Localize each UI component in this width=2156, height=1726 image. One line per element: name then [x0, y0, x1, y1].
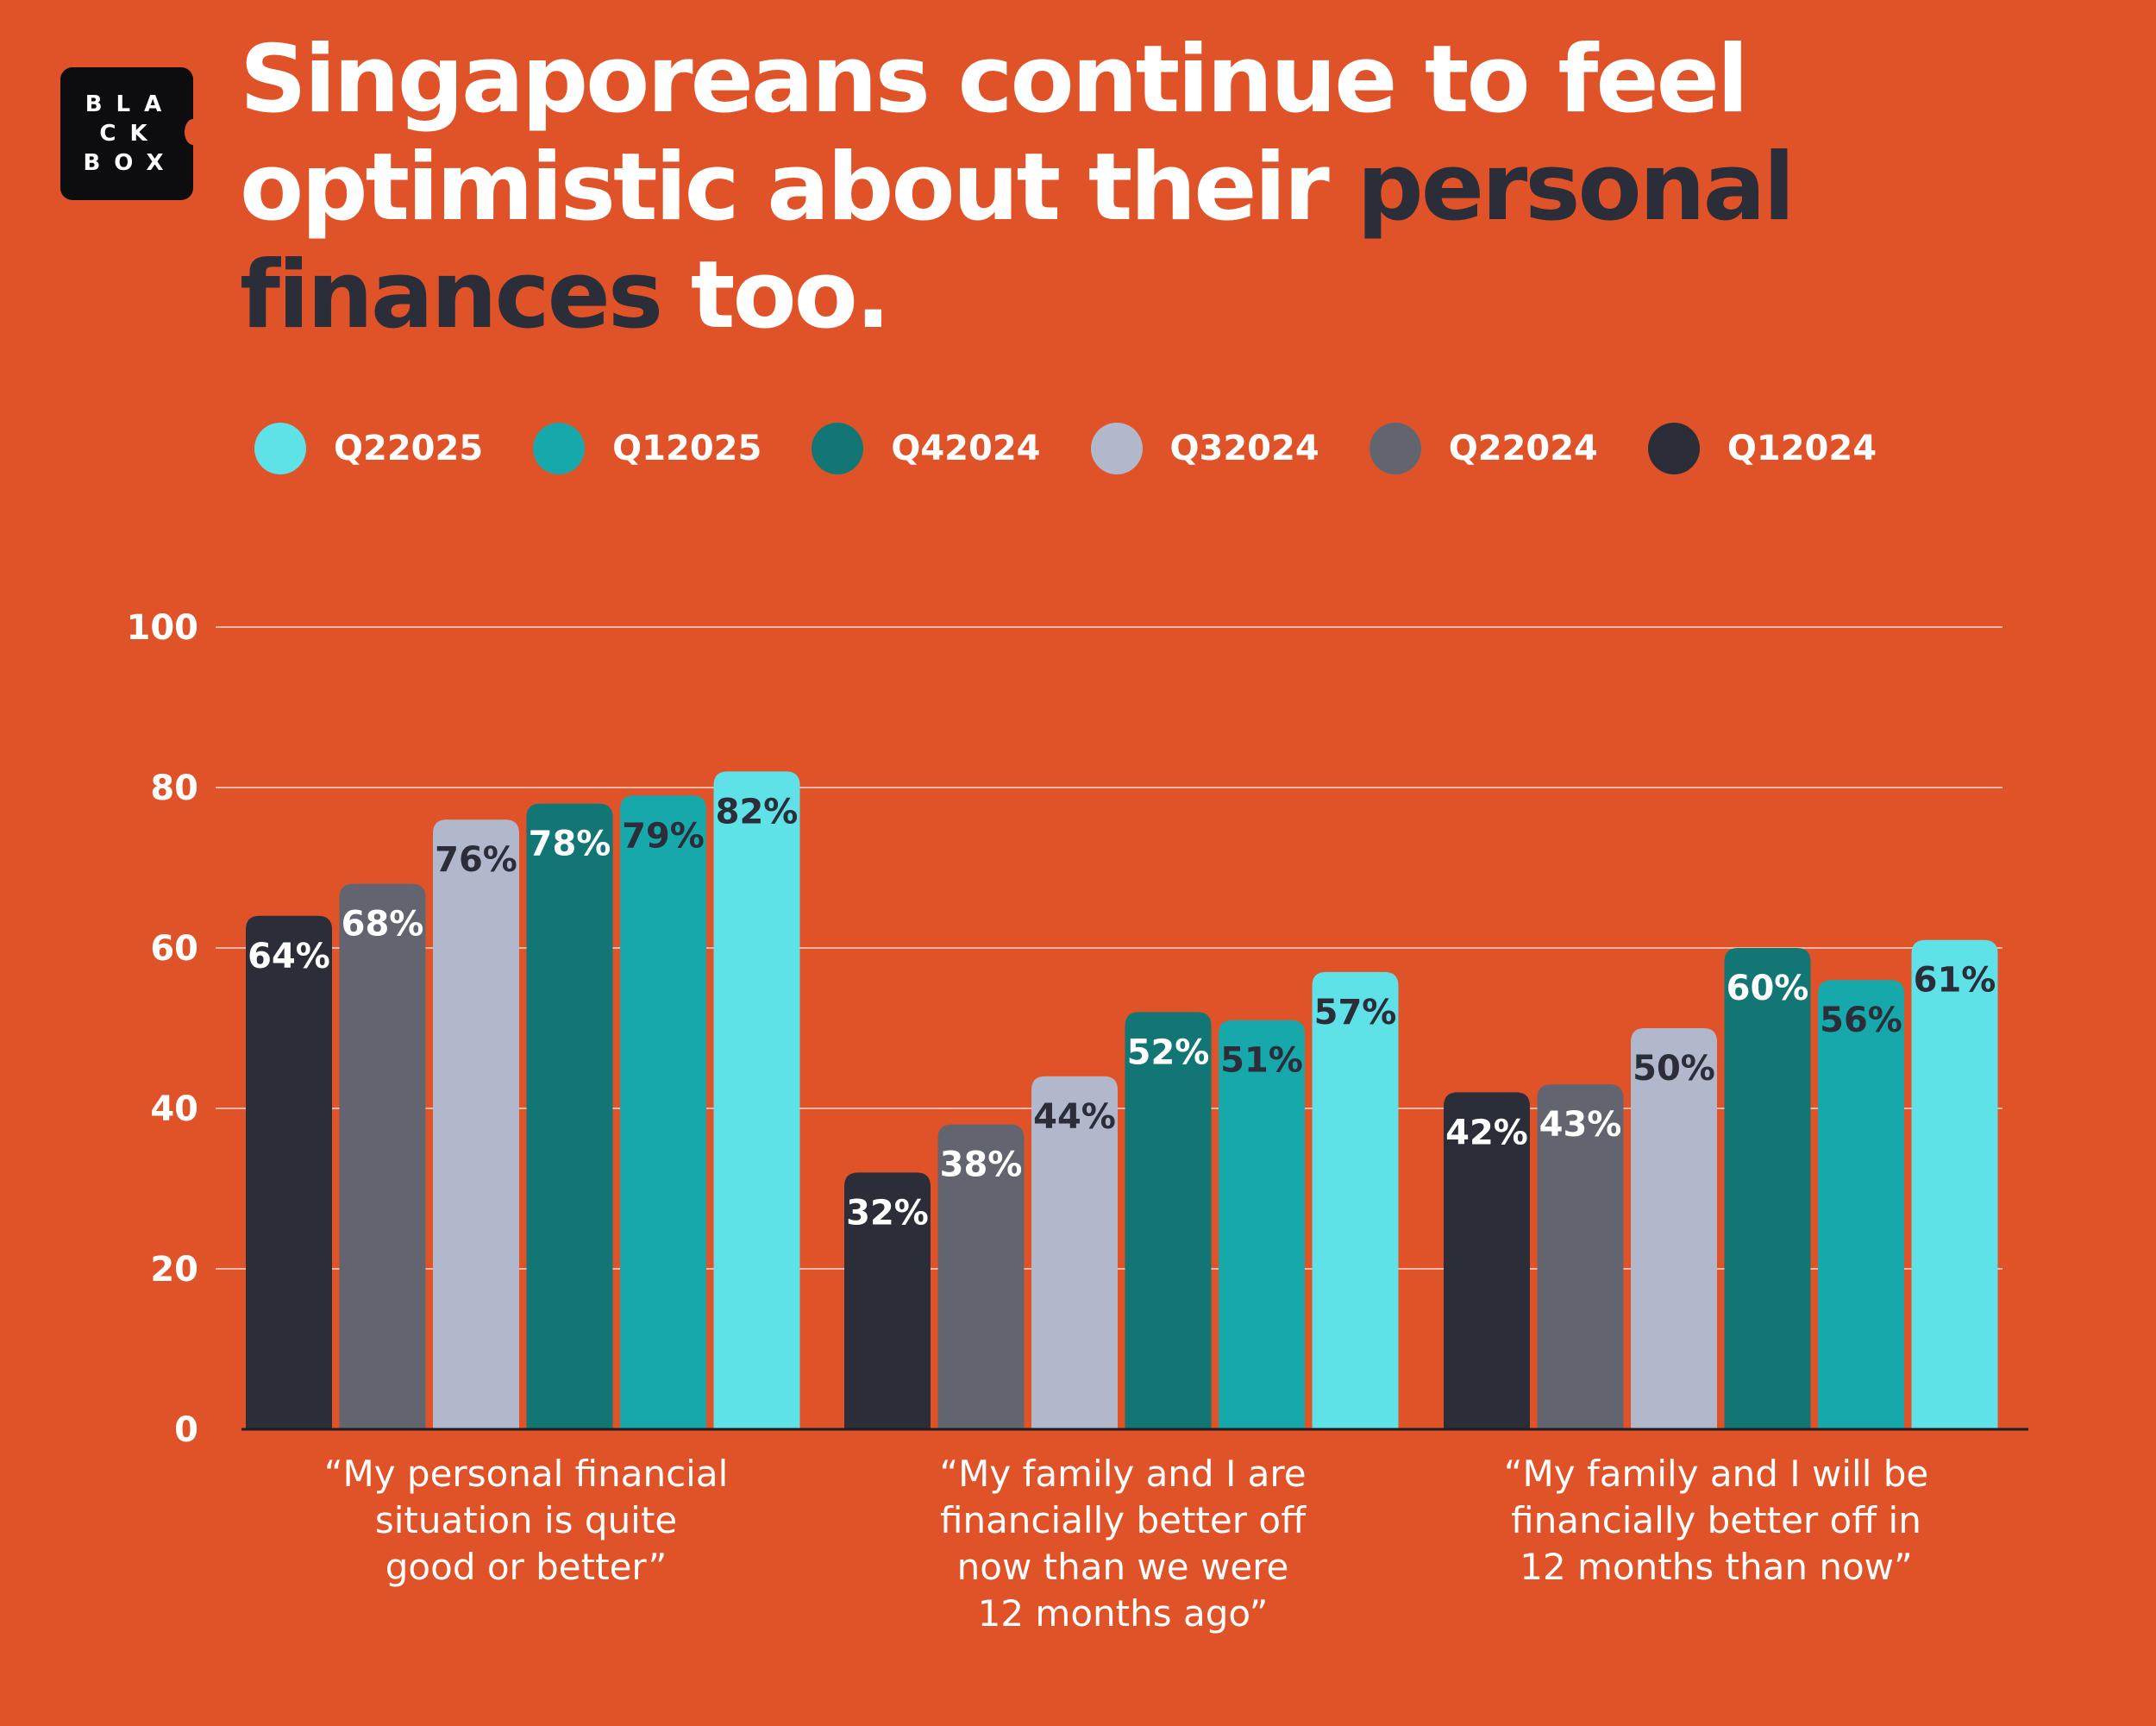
y-tick-label: 20	[150, 1250, 198, 1290]
bar-value-label: 64%	[248, 937, 330, 976]
bar-value-label: 78%	[529, 825, 611, 864]
category-label-line: situation is quite	[374, 1499, 678, 1541]
bar-q42024-3	[1724, 948, 1811, 1429]
legend-item-q42024: Q42024	[812, 423, 1041, 474]
bar-q22024-1	[339, 883, 426, 1429]
bar-value-label: 50%	[1633, 1049, 1715, 1089]
bar-q32024-3	[1631, 1028, 1717, 1429]
legend-item-q12025: Q12025	[533, 423, 761, 474]
bar-q42024-2	[1125, 1012, 1212, 1429]
bar-value-label: 44%	[1033, 1097, 1116, 1137]
title-highlight: personal finances	[240, 134, 1795, 349]
bar-value-label: 32%	[846, 1193, 929, 1233]
category-label-line: financially better off in	[1511, 1499, 1921, 1541]
bar-q22024-2	[937, 1124, 1025, 1429]
bar-q12025-2	[1219, 1020, 1305, 1429]
x-category-label: “My family and I will be financially bett…	[1475, 1451, 1958, 1591]
legend-label: Q32024	[1169, 429, 1319, 468]
legend-swatch	[1090, 423, 1143, 474]
logo-text-line-1: BLA	[85, 91, 176, 117]
x-category-label: “My personal financial situation is quite…	[285, 1451, 768, 1591]
bar-value-label: 60%	[1727, 969, 1809, 1008]
bar-value-label: 38%	[940, 1145, 1023, 1185]
bar-value-label: 57%	[1314, 993, 1397, 1032]
bar-value-label: 82%	[716, 792, 799, 832]
logo-notch	[185, 119, 202, 145]
legend-swatch	[812, 423, 864, 474]
title-text-part-2: too.	[661, 242, 891, 349]
category-label-line: good or better”	[385, 1546, 667, 1588]
bar-value-label: 56%	[1820, 1001, 1902, 1040]
category-label-line: now than we were	[956, 1546, 1289, 1588]
title-text-part-1: Singaporeans continue to feel optimistic…	[240, 26, 1749, 242]
legend-swatch	[254, 423, 306, 474]
bar-value-label: 68%	[342, 905, 424, 945]
category-label-line: 12 months ago”	[977, 1592, 1269, 1635]
bar-q22025-2	[1312, 971, 1399, 1429]
page-title: Singaporeans continue to feel optimistic…	[240, 26, 2137, 349]
legend-item-q32024: Q32024	[1090, 423, 1319, 474]
category-label-line: “My family and I are	[939, 1453, 1307, 1495]
bar-value-label: 43%	[1539, 1105, 1622, 1145]
bar-q22025-1	[713, 771, 800, 1429]
y-tick-label: 80	[150, 769, 198, 808]
legend-swatch	[1369, 423, 1421, 474]
bar-q12024-2	[844, 1172, 931, 1429]
bar-q12024-1	[246, 915, 332, 1429]
legend-label: Q22025	[334, 429, 484, 468]
bar-value-label: 76%	[435, 840, 517, 880]
logo-text-line-2: CK	[99, 121, 161, 147]
legend-item-q22025: Q22025	[254, 423, 483, 474]
y-tick-label: 100	[127, 608, 199, 648]
bar-value-label: 61%	[1914, 961, 1996, 1001]
chart-legend: Q22025 Q12025 Q42024 Q32024 Q22024 Q12024	[254, 421, 1927, 476]
legend-swatch	[533, 423, 586, 474]
category-label-line: “My family and I will be	[1503, 1453, 1929, 1495]
legend-label: Q12024	[1727, 429, 1877, 468]
bar-q12024-3	[1444, 1092, 1530, 1429]
legend-label: Q42024	[891, 429, 1041, 468]
bar-value-label: 51%	[1220, 1041, 1303, 1081]
category-label-line: “My personal financial	[323, 1453, 729, 1495]
bar-q22024-3	[1537, 1084, 1624, 1429]
bar-q42024-1	[526, 803, 613, 1429]
category-label-line: financially better off	[940, 1499, 1306, 1541]
bar-q12025-1	[620, 795, 706, 1429]
legend-item-q22024: Q22024	[1369, 423, 1598, 474]
bar-value-label: 42%	[1445, 1113, 1528, 1152]
legend-swatch	[1647, 423, 1700, 474]
legend-label: Q12025	[612, 429, 762, 468]
y-tick-label: 0	[174, 1410, 198, 1450]
blackbox-logo: BLA CK BOX	[60, 67, 202, 200]
bar-value-label: 79%	[622, 816, 705, 856]
x-category-label: “My family and I are financially better o…	[881, 1451, 1364, 1637]
bar-value-label: 52%	[1127, 1032, 1210, 1072]
legend-label: Q22024	[1448, 429, 1598, 468]
bar-q12025-3	[1818, 980, 1904, 1429]
logo-text-line-3: BOX	[83, 150, 178, 176]
y-tick-label: 60	[150, 929, 198, 969]
y-tick-label: 40	[150, 1089, 198, 1129]
category-label-line: 12 months than now”	[1520, 1546, 1913, 1588]
bar-q22025-3	[1911, 939, 1998, 1429]
legend-item-q12024: Q12024	[1647, 423, 1877, 474]
bar-q32024-1	[433, 819, 519, 1429]
bar-q32024-2	[1031, 1076, 1118, 1429]
